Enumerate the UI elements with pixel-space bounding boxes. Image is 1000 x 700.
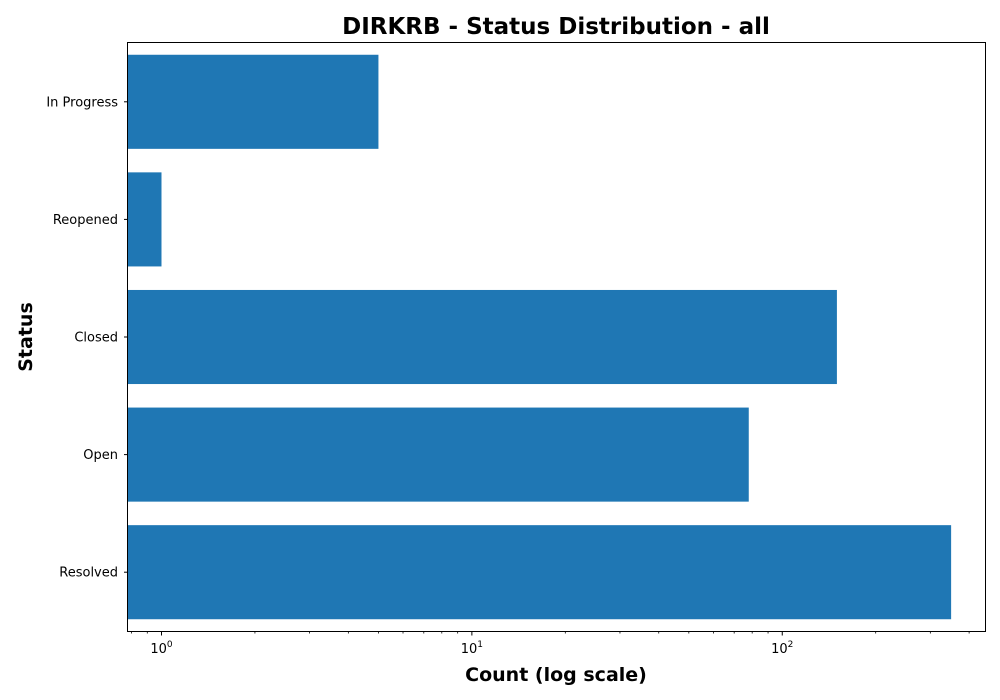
y-axis-title: Status	[15, 302, 37, 372]
bar-closed	[128, 289, 837, 385]
bar-open	[128, 407, 749, 502]
x-tick-base: 10	[461, 642, 478, 657]
x-tick-exponent: 1	[477, 640, 483, 650]
bar-resolved	[128, 525, 952, 620]
x-tick-label: 100	[150, 640, 173, 657]
x-tick-exponent: 2	[788, 640, 794, 650]
x-tick-label: 101	[461, 640, 483, 657]
bar-reopened	[128, 172, 162, 267]
y-tick-label-open: Open	[83, 448, 118, 463]
y-tick-label-resolved: Resolved	[59, 566, 118, 581]
chart-title: DIRKRB - Status Distribution - all	[342, 14, 770, 40]
x-axis-title: Count (log scale)	[465, 664, 647, 686]
y-tick-label-closed: Closed	[74, 331, 118, 346]
x-tick-base: 10	[150, 642, 167, 657]
x-tick-exponent: 0	[167, 640, 173, 650]
x-axis: 100 101 102	[131, 631, 970, 657]
bar-in-progress	[128, 54, 379, 149]
y-axis: In Progress Reopened Closed Open Resolved	[46, 95, 128, 581]
y-tick-label-in-progress: In Progress	[46, 95, 118, 110]
x-tick-label: 102	[771, 640, 793, 657]
y-tick-label-reopened: Reopened	[53, 213, 118, 228]
x-tick-base: 10	[771, 642, 788, 657]
bars-group	[128, 54, 952, 620]
